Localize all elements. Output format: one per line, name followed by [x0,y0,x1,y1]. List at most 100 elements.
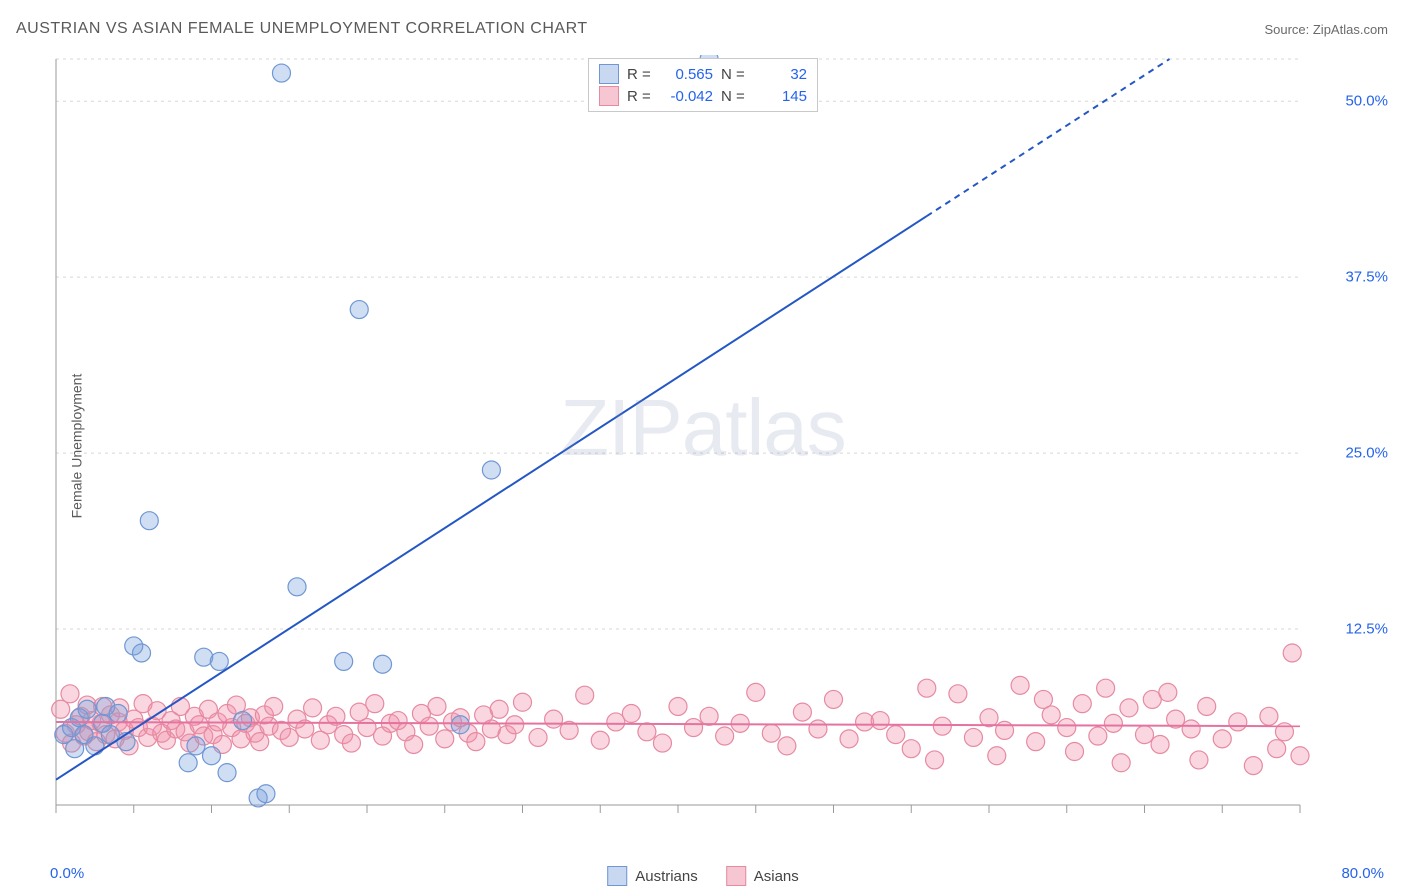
austrians-point [350,301,368,319]
asians-point [778,737,796,755]
asians-point [506,716,524,734]
asians-point [716,727,734,745]
austrians-point [374,655,392,673]
asians-point [926,751,944,769]
asians-point [61,685,79,703]
asians-point [591,731,609,749]
asians-point [902,740,920,758]
asians-point [529,728,547,746]
asians-point [1073,695,1091,713]
austrians-trendline [56,216,927,780]
legend-n-label: N = [721,88,749,105]
asians-point [653,734,671,752]
asians-point [1042,706,1060,724]
asians-point [988,747,1006,765]
austrians-point [335,652,353,670]
asians-point [1112,754,1130,772]
scatter-plot [50,55,1370,835]
asians-point [793,703,811,721]
austrians-point [234,712,252,730]
asians-point [251,733,269,751]
legend-r-value-asians: -0.042 [663,88,713,105]
legend-item-asians: Asians [726,866,799,886]
legend-n-value-asians: 145 [757,88,807,105]
legend-r-label: R = [627,88,655,105]
asians-point [747,683,765,701]
austrians-point [109,705,127,723]
legend-row-austrians: R = 0.565 N = 32 [599,63,807,85]
legend-n-value-austrians: 32 [757,66,807,83]
austrians-point [210,652,228,670]
asians-point [1182,720,1200,738]
asians-point [1244,757,1262,775]
asians-point [1011,676,1029,694]
x-axis-max-label: 80.0% [1341,865,1384,882]
asians-point [1058,719,1076,737]
austrians-trendline-dashed [927,59,1170,216]
legend-swatch-asians [599,86,619,106]
asians-point [304,699,322,717]
asians-point [949,685,967,703]
austrians-point [140,512,158,530]
austrians-point [288,578,306,596]
austrians-point [272,64,290,82]
austrians-points [55,55,718,807]
asians-point [840,730,858,748]
asians-point [1136,726,1154,744]
austrians-point [179,754,197,772]
asians-point [1283,644,1301,662]
asians-point [1190,751,1208,769]
asians-point [996,721,1014,739]
legend-n-label: N = [721,66,749,83]
legend-swatch-austrians [607,866,627,886]
austrians-point [451,716,469,734]
austrians-point [218,764,236,782]
asians-point [1229,713,1247,731]
asians-point [638,723,656,741]
asians-point [622,705,640,723]
austrians-point [257,785,275,803]
legend-swatch-austrians [599,64,619,84]
asians-point [265,697,283,715]
legend-r-label: R = [627,66,655,83]
asians-point [1260,707,1278,725]
asians-point [405,735,423,753]
source-label: Source: ZipAtlas.com [1264,22,1388,37]
asians-point [1120,699,1138,717]
asians-point [428,697,446,715]
asians-point [436,730,454,748]
y-tick-label: 50.0% [1345,93,1388,110]
asians-point [1213,730,1231,748]
asians-point [669,697,687,715]
asians-point [1089,727,1107,745]
asians-point [700,707,718,725]
legend-item-austrians: Austrians [607,866,698,886]
asians-point [980,709,998,727]
asians-point [420,717,438,735]
asians-point [809,720,827,738]
austrians-point [78,700,96,718]
legend-label-austrians: Austrians [635,868,698,885]
asians-points [52,644,1309,775]
austrians-point [187,737,205,755]
asians-point [762,724,780,742]
asians-point [933,717,951,735]
asians-point [887,726,905,744]
austrians-point [86,737,104,755]
asians-point [1104,714,1122,732]
asians-point [964,728,982,746]
asians-point [1151,735,1169,753]
asians-point [490,700,508,718]
x-axis-min-label: 0.0% [50,865,84,882]
austrians-point [482,461,500,479]
asians-point [1291,747,1309,765]
asians-point [514,693,532,711]
correlation-legend: R = 0.565 N = 32 R = -0.042 N = 145 [588,58,818,112]
y-tick-label: 12.5% [1345,621,1388,638]
asians-point [366,695,384,713]
asians-point [871,712,889,730]
asians-point [576,686,594,704]
y-tick-label: 25.0% [1345,445,1388,462]
legend-row-asians: R = -0.042 N = 145 [599,85,807,107]
y-tick-label: 37.5% [1345,269,1388,286]
